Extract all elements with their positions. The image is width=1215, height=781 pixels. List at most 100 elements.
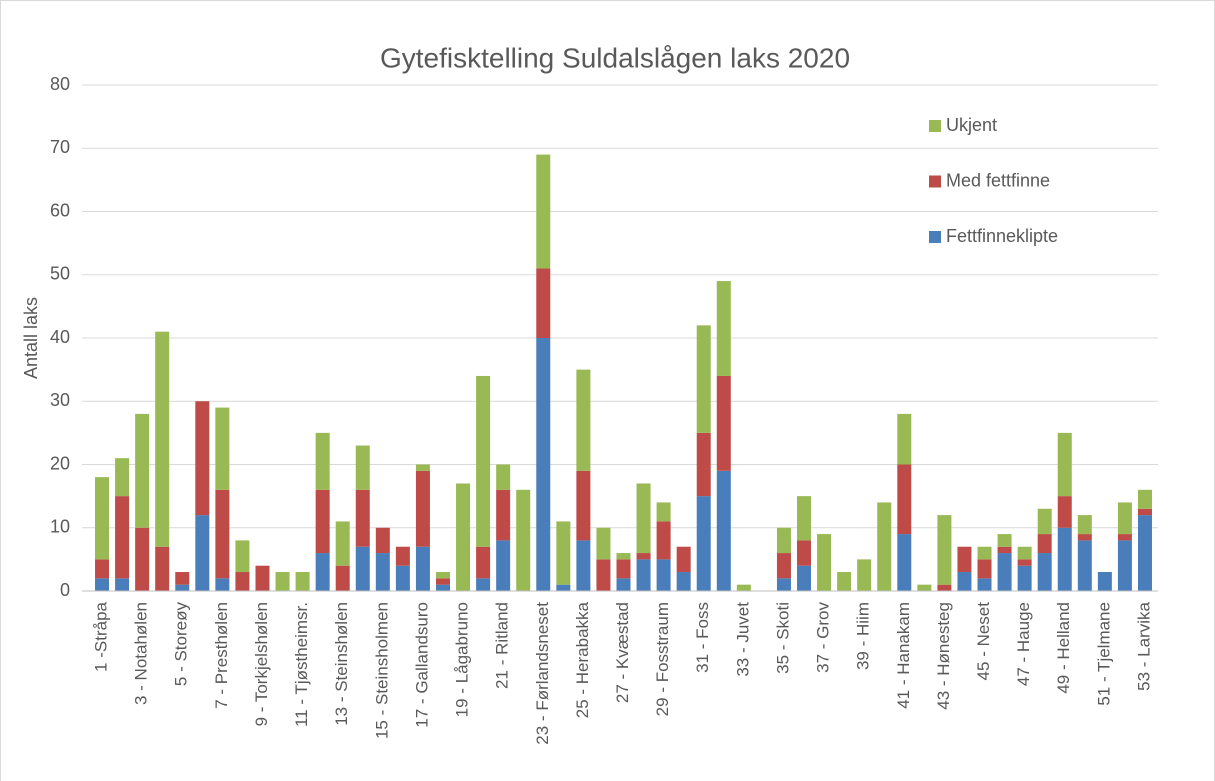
x-tick-label: 51 - Tjelmane	[1094, 602, 1113, 706]
bar-segment	[435, 572, 450, 579]
bar-segment	[1057, 496, 1072, 528]
bar-segment	[917, 584, 932, 591]
bar-segment	[716, 470, 731, 591]
bar-segment	[415, 470, 430, 547]
bar-segment	[576, 540, 591, 591]
bar-segment	[315, 489, 330, 554]
bar-segment	[215, 489, 230, 579]
y-tick-label: 20	[50, 453, 70, 473]
bar-segment	[1117, 502, 1132, 535]
bar-segment	[395, 546, 410, 566]
bar-segment	[696, 496, 711, 591]
bar-segment	[235, 540, 250, 573]
bar-segment	[997, 546, 1012, 554]
bar-segment	[977, 546, 992, 560]
bar-segment	[857, 559, 872, 591]
bar-segment	[576, 470, 591, 541]
bar-segment	[115, 496, 130, 579]
x-tick-label: 9 - Torkjelshølen	[252, 602, 271, 726]
x-tick-label: 15 - Steinsholmen	[372, 602, 391, 739]
bar-segment	[476, 546, 491, 579]
x-tick-label: 45 - Neset	[974, 602, 993, 681]
bar-segment	[255, 565, 270, 591]
bar-segment	[195, 515, 210, 591]
legend-swatch	[929, 120, 941, 132]
bar-segment	[95, 578, 110, 591]
x-tick-label: 29 - Fosstraum	[653, 602, 672, 716]
bar-segment	[1037, 553, 1052, 591]
bar-segment	[937, 584, 952, 591]
bar-segment	[395, 565, 410, 591]
bar-segment	[897, 534, 912, 591]
bar-segment	[556, 521, 571, 585]
bar-segment	[797, 540, 812, 566]
bar-segment	[536, 338, 551, 591]
x-tick-label: 27 - Kvæstad	[613, 602, 632, 703]
x-tick-label: 21 - Ritland	[493, 602, 512, 689]
bar-segment	[95, 477, 110, 560]
x-tick-label: 1 -Stråpa	[92, 601, 111, 671]
bar-segment	[937, 515, 952, 585]
x-tick-label: 47 - Hauge	[1014, 602, 1033, 686]
bar-segment	[957, 546, 972, 573]
bar-segment	[636, 553, 651, 560]
bar-segment	[897, 413, 912, 465]
bar-segment	[997, 534, 1012, 547]
bar-segment	[616, 553, 631, 560]
bar-segment	[716, 281, 731, 376]
bar-segment	[576, 369, 591, 471]
bar-segment	[1097, 572, 1112, 591]
bar-segment	[636, 483, 651, 554]
bar-segment	[135, 413, 150, 528]
bar-segment	[95, 559, 110, 579]
bar-segment	[335, 521, 350, 566]
legend-swatch	[929, 175, 941, 188]
x-tick-label: 25 - Herabakka	[573, 601, 592, 718]
x-tick-label: 43 - Hønesteg	[934, 602, 953, 710]
bar-segment	[476, 578, 491, 591]
bar-segment	[155, 546, 170, 591]
bar-segment	[355, 445, 370, 490]
bar-segment	[1017, 559, 1032, 566]
bar-segment	[175, 584, 190, 591]
bar-segment	[997, 553, 1012, 591]
bar-segment	[977, 578, 992, 591]
bar-segment	[977, 559, 992, 579]
bar-segment	[516, 489, 531, 591]
y-tick-label: 40	[50, 327, 70, 347]
x-tick-label: 39 - Hiim	[854, 602, 873, 670]
x-tick-label: 31 - Foss	[693, 602, 712, 673]
x-tick-label: 23 - Førlandsneset	[533, 602, 552, 745]
bar-segment	[315, 432, 330, 490]
y-tick-label: 60	[50, 200, 70, 220]
bar-segment	[1117, 540, 1132, 591]
y-tick-label: 50	[50, 264, 70, 284]
bar-segment	[596, 527, 611, 560]
x-tick-label: 37 - Grov	[814, 602, 833, 673]
bar-segment	[776, 553, 791, 579]
bar-segment	[295, 572, 310, 591]
bar-segment	[195, 401, 210, 516]
bar-segment	[1057, 527, 1072, 591]
bar-segment	[496, 540, 511, 591]
bar-segment	[1037, 508, 1052, 535]
x-tick-label: 49 - Helland	[1054, 602, 1073, 694]
legend-label: Ukjent	[946, 115, 997, 135]
bar-segment	[215, 407, 230, 490]
bar-segment	[1077, 534, 1092, 541]
bar-segment	[175, 572, 190, 585]
bar-segment	[877, 502, 892, 591]
bar-segment	[676, 546, 691, 573]
bar-segment	[1117, 534, 1132, 541]
bar-segment	[776, 527, 791, 554]
bar-segment	[897, 464, 912, 535]
x-tick-label: 53 - Larvika	[1134, 601, 1153, 690]
bar-segment	[536, 268, 551, 338]
legend-label: Fettfinneklipte	[946, 226, 1058, 246]
bar-segment	[355, 546, 370, 591]
bar-segment	[135, 527, 150, 591]
bar-segment	[636, 559, 651, 591]
bar-segment	[656, 502, 671, 522]
